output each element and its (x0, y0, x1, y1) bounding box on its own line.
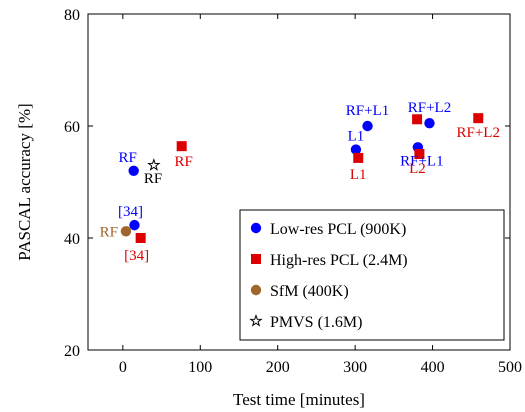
data-point (120, 226, 132, 237)
point-label: [34] (124, 248, 149, 264)
data-point (414, 149, 425, 159)
x-tick-label: 200 (266, 359, 290, 376)
x-tick-label: 400 (421, 359, 445, 376)
data-point (135, 233, 146, 243)
y-tick-label: 20 (64, 343, 80, 360)
plot-frame (87, 13, 511, 351)
point-label: L2 (409, 161, 426, 177)
point-label: RF (175, 154, 193, 170)
legend-marker (249, 313, 263, 327)
legend-marker (250, 284, 262, 296)
x-tick-label: 300 (343, 359, 367, 376)
data-point (128, 165, 139, 176)
point-label: RF+L1 (400, 153, 443, 169)
series-2 (120, 226, 132, 237)
series-1 (135, 113, 484, 243)
legend-box (239, 209, 505, 341)
y-tick-label: 40 (64, 231, 80, 248)
data-point (176, 141, 187, 152)
x-tick-label: 100 (188, 359, 212, 376)
point-label: RF+L2 (457, 125, 500, 141)
series-0 (128, 118, 435, 231)
series-3 (147, 158, 161, 171)
x-axis-title: Test time [minutes] (233, 390, 365, 409)
legend-label: SfM (400K) (270, 283, 349, 300)
point-label: RF+L1 (346, 103, 389, 119)
legend-marker (251, 254, 261, 264)
axis-ticks: 0 100 200 300 400 500 20 40 60 80 (64, 7, 522, 376)
data-point (350, 144, 362, 155)
data-point (147, 158, 161, 171)
legend-label: PMVS (1.6M) (270, 314, 362, 331)
point-label: RF (144, 171, 162, 187)
legend-marker (250, 222, 262, 234)
y-tick-label: 60 (64, 119, 80, 136)
point-label: RF (119, 150, 137, 166)
data-point (424, 118, 435, 129)
legend: Low-res PCL (900K) High-res PCL (2.4M) SfM… (239, 209, 505, 341)
point-label: L1 (348, 129, 365, 145)
data-point (353, 152, 364, 163)
data-marks (120, 113, 484, 243)
point-label: L1 (350, 167, 367, 183)
legend-label: Low-res PCL (900K) (270, 221, 406, 238)
x-tick-label: 500 (498, 359, 522, 376)
point-label: [34] (118, 204, 143, 220)
y-tick-label: 80 (64, 7, 80, 24)
y-axis-title: PASCAL accuracy [%] (15, 103, 34, 260)
point-label: RF (100, 224, 118, 240)
data-point (473, 113, 484, 124)
data-point (129, 219, 140, 231)
data-point (362, 120, 373, 132)
x-tick-label: 0 (119, 359, 127, 376)
legend-label: High-res PCL (2.4M) (270, 252, 408, 269)
point-label: RF+L2 (408, 100, 451, 116)
data-point (412, 114, 423, 125)
